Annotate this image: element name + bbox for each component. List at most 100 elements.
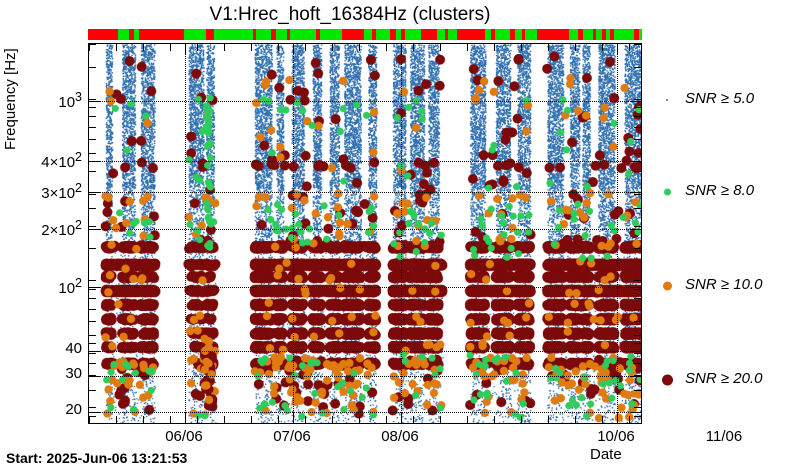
x-axis-minor-tick — [116, 44, 117, 51]
y-axis-tick — [89, 101, 100, 102]
x-axis-minor-tick — [170, 416, 171, 423]
y-axis-minor-tick — [89, 389, 96, 391]
x-axis-minor-tick — [278, 416, 279, 423]
status-segment-red — [593, 29, 596, 40]
legend-item: SNR ≥ 8.0 — [655, 182, 805, 202]
y-tick-label: 4×102 — [41, 150, 82, 171]
x-axis-minor-tick — [224, 416, 225, 423]
status-segment-red — [610, 29, 614, 40]
x-axis-minor-tick — [359, 416, 360, 423]
x-axis-tick — [401, 412, 402, 423]
y-axis-minor-tick — [634, 335, 641, 337]
legend-item: SNR ≥ 10.0 — [655, 276, 805, 296]
v-gridline — [185, 44, 186, 423]
x-axis-minor-tick — [575, 416, 576, 423]
y-axis-minor-tick — [89, 415, 96, 417]
y-axis-minor-tick — [634, 225, 641, 227]
status-segment-red — [491, 29, 495, 40]
y-tick-label: 2×102 — [41, 218, 82, 239]
y-axis-minor-tick — [634, 407, 641, 409]
x-axis-minor-tick — [386, 416, 387, 423]
legend-marker-icon — [661, 374, 673, 386]
v-gridline — [617, 44, 618, 423]
snr-legend: SNR ≥ 5.0 SNR ≥ 8.0 SNR ≥ 10.0 SNR ≥ 20.0 — [655, 80, 805, 390]
y-axis-minor-tick — [634, 126, 641, 128]
y-axis-title: Frequency [Hz] — [2, 48, 19, 150]
y-axis-tick — [89, 376, 100, 377]
data-quality-status-bar — [88, 29, 642, 40]
x-axis-minor-tick — [602, 416, 603, 423]
y-axis-minor-tick — [89, 343, 96, 345]
y-axis-tick — [630, 376, 641, 377]
x-axis-minor-tick — [629, 44, 630, 51]
x-axis-minor-tick — [521, 416, 522, 423]
y-axis-minor-tick — [89, 153, 96, 155]
status-segment-red — [401, 29, 405, 40]
y-tick-label: 20 — [65, 401, 82, 418]
x-axis-minor-tick — [386, 44, 387, 51]
status-segment-red — [602, 29, 606, 40]
x-axis-minor-tick — [305, 44, 306, 51]
status-segment-red — [342, 29, 364, 40]
h-gridline — [89, 192, 641, 193]
y-axis-minor-tick — [634, 415, 641, 417]
y-axis-minor-tick — [89, 171, 96, 172]
x-axis-minor-tick — [143, 44, 144, 51]
y-axis-minor-tick — [89, 225, 96, 227]
x-tick-label: 08/06 — [381, 428, 419, 445]
y-axis-tick — [630, 161, 641, 162]
status-segment-red — [129, 29, 134, 40]
x-axis-minor-tick — [548, 44, 549, 51]
y-axis-minor-tick — [634, 193, 641, 195]
x-axis-title: Date — [590, 446, 622, 463]
y-axis-tick — [630, 192, 641, 193]
status-segment-red — [445, 29, 448, 40]
y-tick-label: 40 — [65, 340, 82, 357]
y-axis-minor-tick — [89, 208, 96, 210]
legend-label: SNR ≥ 8.0 — [685, 182, 755, 199]
x-axis-minor-tick — [143, 416, 144, 423]
x-axis-minor-tick — [467, 44, 468, 51]
y-axis-minor-tick — [634, 363, 641, 365]
y-axis-minor-tick — [634, 171, 641, 172]
status-segment-red — [634, 29, 639, 40]
y-axis-minor-tick — [634, 280, 641, 282]
y-axis-minor-tick — [89, 320, 96, 322]
x-axis-minor-tick — [521, 44, 522, 51]
y-axis-minor-tick — [89, 193, 96, 195]
y-axis-minor-tick — [634, 208, 641, 210]
x-axis-minor-tick — [89, 416, 90, 423]
y-tick-label: 30 — [65, 365, 82, 382]
y-axis-minor-tick — [634, 107, 641, 108]
x-axis-minor-tick — [602, 44, 603, 51]
y-axis-minor-tick — [89, 248, 96, 250]
x-axis-tick — [293, 412, 294, 423]
y-axis-minor-tick — [89, 308, 96, 310]
x-axis-tick — [185, 412, 186, 423]
scatter-canvas — [89, 44, 641, 423]
x-axis-minor-tick — [548, 416, 549, 423]
status-segment-red — [537, 29, 569, 40]
x-axis-tick — [617, 412, 618, 423]
legend-item: SNR ≥ 5.0 — [655, 90, 805, 110]
page-title: V1:Hrec_hoft_16384Hz (clusters) — [209, 4, 491, 25]
y-axis-minor-tick — [634, 389, 641, 391]
status-segment-red — [578, 29, 583, 40]
y-axis-minor-tick — [89, 98, 96, 100]
x-axis-minor-tick — [494, 44, 495, 51]
y-axis-tick — [89, 287, 100, 288]
y-axis-tick — [89, 412, 100, 413]
y-axis-minor-tick — [89, 363, 96, 365]
y-axis-minor-tick — [89, 298, 96, 299]
x-axis-minor-tick — [413, 44, 414, 51]
x-axis-minor-tick — [305, 416, 306, 423]
x-axis-minor-tick — [224, 44, 225, 51]
y-axis-minor-tick — [89, 352, 96, 354]
x-axis-minor-tick — [89, 44, 90, 51]
y-axis-minor-tick — [89, 107, 96, 108]
legend-marker-icon — [666, 99, 668, 101]
x-axis-minor-tick — [251, 416, 252, 423]
y-axis-minor-tick — [89, 116, 96, 118]
legend-label: SNR ≥ 5.0 — [685, 90, 755, 107]
y-axis-minor-tick — [634, 44, 641, 45]
